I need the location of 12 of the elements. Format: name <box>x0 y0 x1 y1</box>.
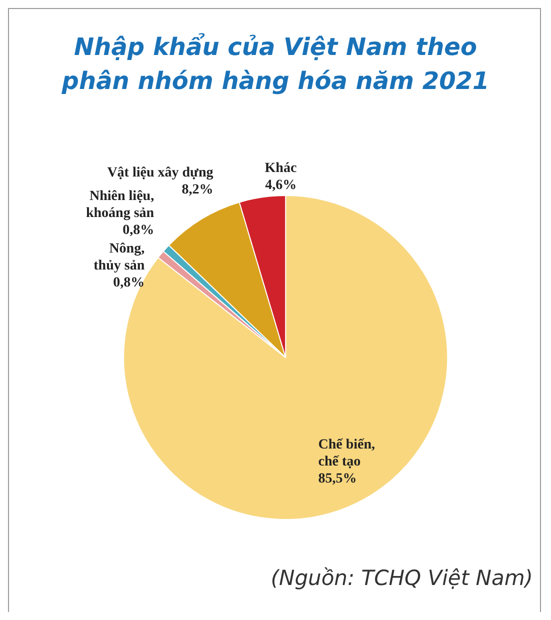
data-label: 4,6% <box>265 178 297 194</box>
slice-label: Chế biến, chế tạo <box>318 437 376 470</box>
data-label: 0,8% <box>122 222 154 238</box>
slice-label: Khác <box>264 161 297 176</box>
slice-label: Vật liệu xây dựng <box>107 166 214 181</box>
data-label: 85,5% <box>318 471 357 486</box>
chart-title: Nhập khẩu của Việt Nam theo phân nhóm hàng hóa năm 2021 <box>60 32 490 97</box>
slice-label: Nông, thủy sản <box>94 241 145 274</box>
data-label: 8,2% <box>182 182 214 198</box>
text: (Nguồn: TCHQ Việt Nam) <box>270 566 533 590</box>
slice-label: Nhiên liệu, khoáng sản <box>86 188 154 221</box>
data-label: 0,8% <box>113 275 145 290</box>
